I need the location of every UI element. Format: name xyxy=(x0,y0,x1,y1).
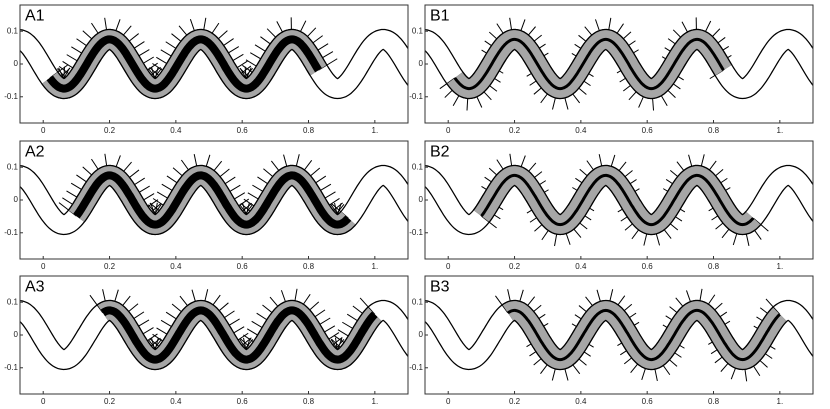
hatch xyxy=(359,297,376,315)
plot-area xyxy=(425,153,813,247)
x-tick-label: 0.6 xyxy=(642,397,654,406)
segment-core xyxy=(480,173,755,227)
y-tick-label: 0 xyxy=(14,330,19,339)
panel: B1 0 0.2 0.4 0.6 0.8 1. 0.1 0 -0.1 xyxy=(409,4,814,135)
x-tick-label: 1. xyxy=(777,126,784,135)
y-tick-label: 0 xyxy=(419,195,424,204)
y-tick-label: -0.1 xyxy=(4,92,18,101)
panel-label: B1 xyxy=(430,7,450,24)
y-tick-label: 0.1 xyxy=(412,162,424,171)
x-tick-label: 0.6 xyxy=(642,262,654,271)
x-tick-label: 0.2 xyxy=(104,126,116,135)
x-tick-label: 1. xyxy=(372,126,379,135)
x-tick-label: 0.6 xyxy=(237,262,249,271)
x-tick-label: 1. xyxy=(372,397,379,406)
x-tick-label: 0.4 xyxy=(575,397,587,406)
x-tick-label: 0.8 xyxy=(708,397,720,406)
panel-label: B3 xyxy=(430,278,450,295)
hatch xyxy=(439,77,456,90)
plot-area xyxy=(20,153,408,236)
y-tick-label: 0.1 xyxy=(7,297,19,306)
x-tick-label: 0 xyxy=(446,397,451,406)
y-tick-label: 0.1 xyxy=(7,26,19,35)
x-tick-label: 0.6 xyxy=(642,126,654,135)
x-tick-label: 0.4 xyxy=(575,262,587,271)
panel-label: A1 xyxy=(25,7,45,24)
hatch xyxy=(481,215,497,229)
y-tick-label: 0 xyxy=(419,330,424,339)
y-tick-label: -0.1 xyxy=(4,228,18,237)
segment-core xyxy=(507,308,781,362)
x-tick-label: 0.6 xyxy=(237,126,249,135)
y-tick-label: -0.1 xyxy=(409,228,423,237)
x-tick-label: 0.4 xyxy=(170,397,182,406)
x-tick-label: 0.2 xyxy=(104,397,116,406)
x-tick-label: 0.8 xyxy=(303,397,315,406)
hatch xyxy=(765,298,781,315)
y-tick-label: -0.1 xyxy=(409,363,423,372)
x-tick-label: 0.8 xyxy=(303,262,315,271)
segment xyxy=(447,30,732,98)
x-tick-label: 0.8 xyxy=(708,126,720,135)
panel: A1 0 0.2 0.4 0.6 0.8 1. 0.1 0 -0.1 xyxy=(4,4,409,135)
hatch xyxy=(495,295,509,314)
x-tick-label: 1. xyxy=(372,262,379,271)
x-tick-label: 0.8 xyxy=(303,126,315,135)
x-tick-label: 0 xyxy=(446,126,451,135)
x-tick-label: 0.2 xyxy=(509,262,521,271)
x-tick-label: 0 xyxy=(446,262,451,271)
segment-core xyxy=(46,35,322,93)
y-tick-label: -0.1 xyxy=(4,363,18,372)
x-tick-label: 0 xyxy=(41,126,46,135)
x-tick-label: 0.4 xyxy=(170,262,182,271)
panel-label: B2 xyxy=(430,143,450,160)
x-tick-label: 1. xyxy=(777,262,784,271)
plot-area xyxy=(20,288,408,371)
segment-core xyxy=(453,37,725,91)
panel-label: A2 xyxy=(25,143,45,160)
panel: A2 0 0.2 0.4 0.6 0.8 1. 0.1 0 -0.1 xyxy=(4,140,409,271)
x-tick-label: 0.4 xyxy=(575,126,587,135)
plot-area xyxy=(425,288,813,382)
y-tick-label: 0.1 xyxy=(412,297,424,306)
y-tick-label: 0.1 xyxy=(7,162,19,171)
panel: B3 0 0.2 0.4 0.6 0.8 1. 0.1 0 -0.1 xyxy=(409,275,814,406)
panel: A3 0 0.2 0.4 0.6 0.8 1. 0.1 0 -0.1 xyxy=(4,275,409,406)
x-tick-label: 0.2 xyxy=(509,126,521,135)
plot-area xyxy=(20,17,408,100)
x-tick-label: 0 xyxy=(41,262,46,271)
x-tick-label: 0.6 xyxy=(237,397,249,406)
y-tick-label: 0 xyxy=(14,195,19,204)
y-tick-label: -0.1 xyxy=(409,92,423,101)
y-tick-label: 0 xyxy=(419,59,424,68)
x-tick-label: 0.4 xyxy=(170,126,182,135)
y-tick-label: 0 xyxy=(14,59,19,68)
x-tick-label: 0 xyxy=(41,397,46,406)
hatch xyxy=(752,217,769,232)
hatch xyxy=(89,294,104,314)
x-tick-label: 0.8 xyxy=(708,262,720,271)
x-tick-label: 1. xyxy=(777,397,784,406)
panel: B2 0 0.2 0.4 0.6 0.8 1. 0.1 0 -0.1 xyxy=(409,140,814,271)
x-tick-label: 0.2 xyxy=(509,397,521,406)
segment-core xyxy=(73,171,352,229)
plot-area xyxy=(425,17,813,111)
segment-core xyxy=(100,306,378,364)
x-tick-label: 0.2 xyxy=(104,262,116,271)
panel-label: A3 xyxy=(25,278,45,295)
y-tick-label: 0.1 xyxy=(412,26,424,35)
hatch xyxy=(318,58,338,71)
